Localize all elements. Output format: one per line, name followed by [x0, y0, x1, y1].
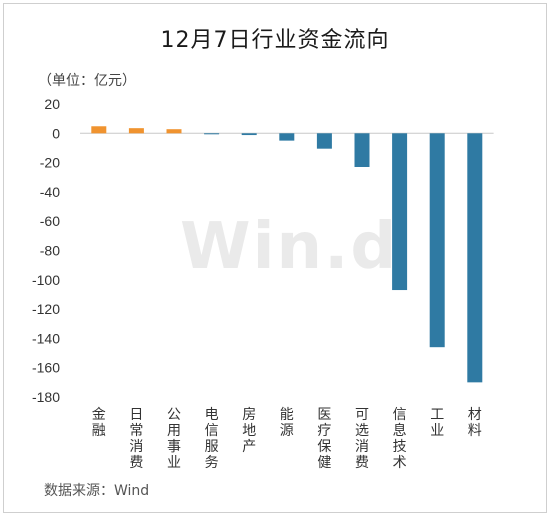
bar-10: [467, 133, 483, 383]
bar-3: [204, 133, 220, 135]
bar-0: [91, 126, 107, 134]
category-label: 医疗保健: [317, 407, 331, 471]
y-tick-label: -20: [40, 155, 60, 171]
category-label: 公用事业: [167, 407, 181, 471]
bar-4: [241, 133, 257, 136]
y-tick-label: -160: [32, 360, 60, 376]
y-tick-label: -60: [40, 213, 60, 229]
bar-1: [128, 128, 144, 134]
y-tick-label: -140: [32, 330, 60, 346]
chart-title: 12月7日行业资金流向: [160, 28, 390, 53]
category-label: 电信服务: [205, 407, 219, 471]
bar-7: [354, 133, 370, 167]
chart-frame: [3, 3, 547, 513]
source-note: 数据来源：Wind: [44, 483, 150, 499]
watermark: Win.d: [180, 210, 399, 284]
y-tick-label: -120: [32, 301, 60, 317]
bar-2: [166, 129, 182, 134]
category-label: 材料: [468, 407, 482, 439]
unit-label: （单位：亿元）: [38, 73, 136, 89]
y-tick-label: -100: [32, 272, 60, 288]
category-label: 工业: [430, 407, 444, 439]
y-tick-label: -40: [40, 184, 60, 200]
category-label: 能源: [280, 407, 294, 439]
y-tick-label: 0: [52, 125, 60, 141]
y-tick-label: 20: [44, 96, 60, 112]
bar-8: [392, 133, 408, 291]
bar-9: [429, 133, 445, 348]
category-label: 金融: [92, 407, 106, 439]
y-tick-label: -80: [40, 243, 60, 259]
category-label: 日常消费: [129, 407, 143, 471]
y-tick-label: -180: [32, 389, 60, 405]
category-label: 信息技术: [393, 407, 407, 471]
bar-6: [316, 133, 332, 149]
category-label: 房地产: [242, 407, 256, 455]
category-label: 可选消费: [355, 407, 369, 471]
bar-5: [279, 133, 295, 141]
